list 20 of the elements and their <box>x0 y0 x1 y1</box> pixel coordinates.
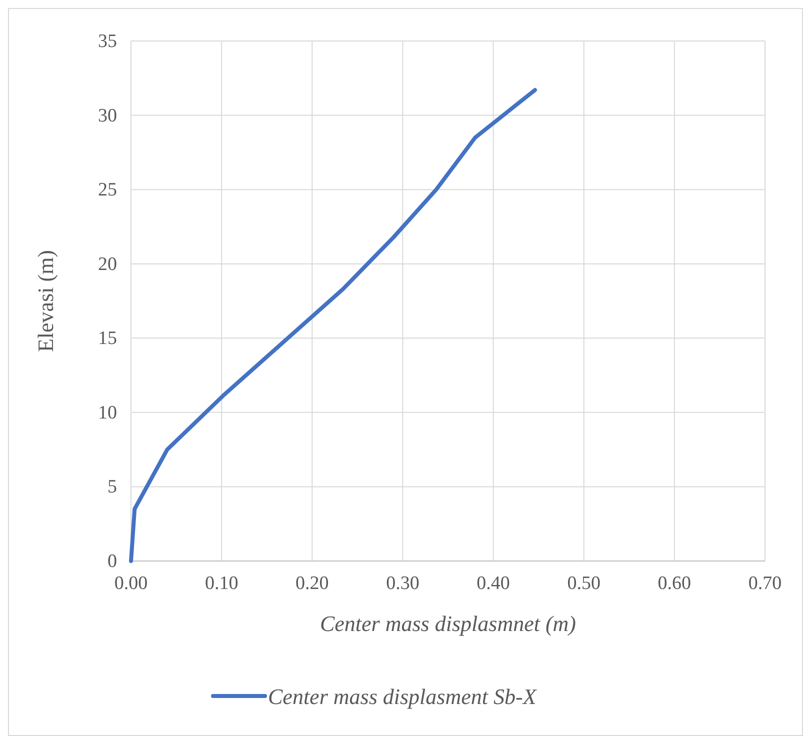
x-tick-label: 0.00 <box>114 573 148 594</box>
y-tick-label: 20 <box>98 254 117 275</box>
x-tick-label: 0.10 <box>204 573 238 594</box>
x-tick-label: 0.70 <box>748 573 782 594</box>
y-tick-label: 15 <box>98 328 117 350</box>
x-axis-title: Center mass displasmnet (m) <box>320 611 576 636</box>
x-tick-label: 0.20 <box>296 573 329 594</box>
y-tick-label: 35 <box>98 31 117 52</box>
y-axis-title: Elevasi (m) <box>33 250 58 352</box>
y-tick-label: 30 <box>98 105 117 126</box>
y-tick-label: 10 <box>98 402 117 424</box>
line-series <box>129 88 537 563</box>
x-tick-label: 0.50 <box>567 573 600 594</box>
y-tick-label: 25 <box>98 180 117 201</box>
y-tick-label: 5 <box>108 476 117 498</box>
x-tick-label: 0.40 <box>476 573 510 594</box>
x-tick-label: 0.60 <box>658 573 692 594</box>
y-tick-label: 0 <box>108 551 117 572</box>
x-tick-label: 0.30 <box>386 573 420 594</box>
legend-label: Center mass displasment Sb-X <box>268 684 538 709</box>
